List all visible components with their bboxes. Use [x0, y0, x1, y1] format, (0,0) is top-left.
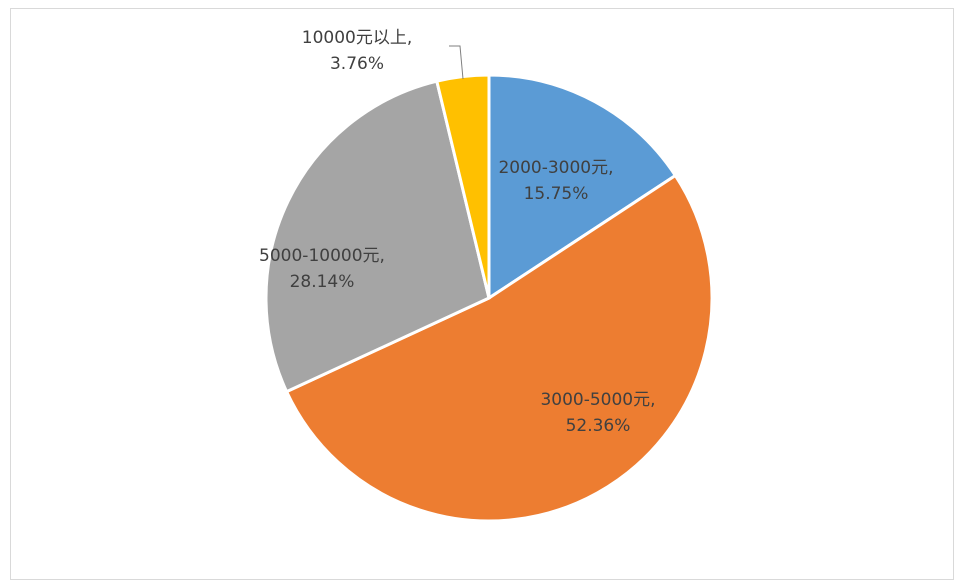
slice-percent-2: 52.36% [566, 416, 631, 436]
pie-labels: 2000-3000元, 15.75% 3000-5000元, 52.36% 5000-1… [259, 28, 655, 436]
slice-label-3: 5000-10000元, [259, 246, 385, 266]
pie-slice-3 [264, 79, 491, 394]
slice-percent-1: 15.75% [524, 184, 589, 204]
slice-label-1: 2000-3000元, [498, 158, 613, 178]
pie-slice-1 [487, 73, 678, 301]
slice-percent-4: 3.76% [330, 54, 384, 74]
chart-frame: 2000-3000元, 15.75% 3000-5000元, 52.36% 5000-1… [10, 8, 954, 580]
leader-line [449, 45, 464, 80]
pie-slices [264, 73, 714, 523]
pie-slice-2 [284, 173, 714, 523]
slice-percent-3: 28.14% [290, 272, 355, 292]
pie-chart: 2000-3000元, 15.75% 3000-5000元, 52.36% 5000-1… [259, 28, 714, 523]
slice-label-2: 3000-5000元, [540, 390, 655, 410]
slice-label-4: 10000元以上, [302, 28, 412, 48]
